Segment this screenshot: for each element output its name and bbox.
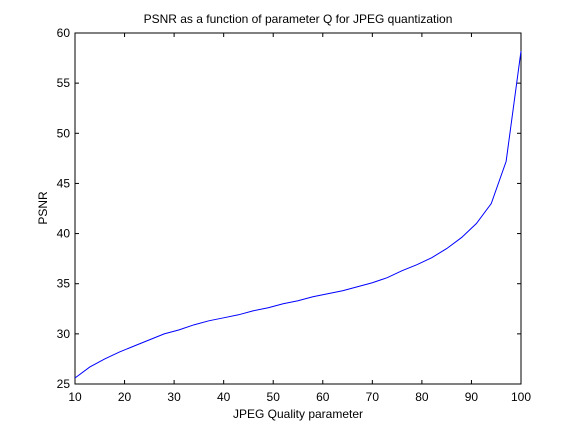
- y-tick-label: 45: [57, 176, 71, 190]
- plot-area: [74, 32, 522, 385]
- x-tick-label: 70: [366, 390, 380, 404]
- x-tick-label: 90: [465, 390, 479, 404]
- x-axis-label: JPEG Quality parameter: [233, 407, 363, 421]
- psnr-series-line: [74, 50, 522, 379]
- chart-title: PSNR as a function of parameter Q for JP…: [144, 12, 453, 26]
- y-tick-label: 25: [57, 377, 71, 391]
- x-tick-label: 10: [68, 390, 82, 404]
- axis-tick-labels: 10 20 30 40 50 60 70 80 90 100 25 30 35 40 45 50 55 60: [57, 26, 532, 404]
- x-tick-label: 80: [415, 390, 429, 404]
- x-tick-label: 40: [217, 390, 231, 404]
- y-tick-label: 50: [57, 126, 71, 140]
- x-tick-label: 30: [167, 390, 181, 404]
- y-tick-label: 40: [57, 227, 71, 241]
- y-tick-label: 35: [57, 277, 71, 291]
- y-axis-label: PSNR: [36, 191, 50, 225]
- x-tick-label: 60: [316, 390, 330, 404]
- x-tick-label: 50: [267, 390, 281, 404]
- x-tick-label: 100: [511, 390, 531, 404]
- axis-ticks: [74, 32, 522, 385]
- y-tick-label: 55: [57, 76, 71, 90]
- x-tick-label: 20: [118, 390, 132, 404]
- y-tick-label: 30: [57, 327, 71, 341]
- y-tick-label: 60: [57, 26, 71, 40]
